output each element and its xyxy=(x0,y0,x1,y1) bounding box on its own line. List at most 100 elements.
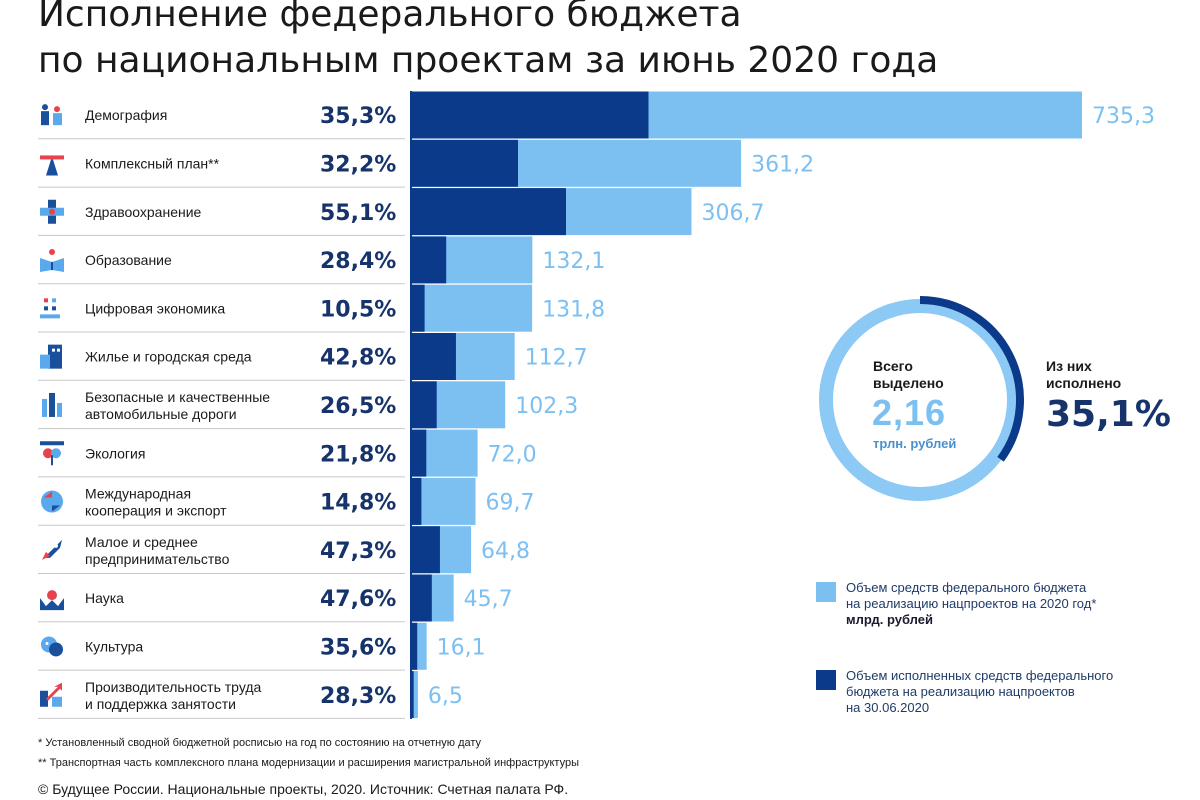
executed-bar xyxy=(412,671,414,719)
allocated-value-label: 102,3 xyxy=(515,394,578,419)
total-value: 2,16 xyxy=(872,392,947,433)
legend-executed-line-3: на 30.06.2020 xyxy=(846,700,930,715)
legend-executed-line-1: Объем исполненных средств федерального xyxy=(846,668,1114,683)
family-icon xyxy=(41,104,62,126)
legend-allocated-line-2: на реализацию нацпроектов на 2020 год* xyxy=(846,596,1097,611)
category-label: Комплексный план** xyxy=(85,155,220,171)
page-title: Исполнение федерального бюджета по нацио… xyxy=(38,0,938,84)
executed-label-line-2: исполнено xyxy=(1046,375,1122,391)
legend-allocated: Объем средств федерального бюджета на ре… xyxy=(816,580,1146,628)
category-label: автомобильные дороги xyxy=(85,406,237,422)
legend-allocated-unit: млрд. рублей xyxy=(846,612,933,627)
legend-swatch-dark xyxy=(816,670,836,690)
category-label: Культура xyxy=(85,638,143,654)
globe-arrows-icon xyxy=(41,490,63,513)
legend-executed-text: Объем исполненных средств федерального б… xyxy=(846,668,1146,716)
category-label: Цифровая экономика xyxy=(85,300,225,316)
category-label: Наука xyxy=(85,590,124,606)
executed-bar xyxy=(412,622,418,670)
allocated-bar xyxy=(412,284,533,332)
allocated-value-label: 64,8 xyxy=(481,539,530,564)
executed-bar xyxy=(412,91,649,139)
category-label: Демография xyxy=(85,107,167,123)
legend-allocated-text: Объем средств федерального бюджета на ре… xyxy=(846,580,1146,628)
allocated-value-label: 306,7 xyxy=(701,201,764,226)
title-line-2: по национальным проектам за июнь 2020 го… xyxy=(38,40,939,81)
footnote-2: ** Транспортная часть комплексного плана… xyxy=(38,757,579,769)
allocated-value-label: 131,8 xyxy=(542,297,605,322)
executed-bar xyxy=(412,381,437,429)
allocated-value-label: 112,7 xyxy=(525,346,588,371)
allocated-value-label: 45,7 xyxy=(464,587,513,612)
masks-icon xyxy=(41,636,63,657)
executed-bar xyxy=(412,477,422,525)
percent-executed-label: 14,8% xyxy=(320,491,396,516)
rocket-icon xyxy=(42,539,62,560)
percent-executed-label: 28,3% xyxy=(320,684,396,709)
percent-executed-label: 47,3% xyxy=(320,539,396,564)
percent-executed-label: 35,3% xyxy=(320,104,396,129)
executed-bar xyxy=(412,574,432,622)
total-label-line-1: Всего xyxy=(873,358,913,374)
category-label: Малое и среднее xyxy=(85,534,198,550)
percent-executed-label: 47,6% xyxy=(320,587,396,612)
atom-hands-icon xyxy=(40,590,64,611)
allocated-value-label: 132,1 xyxy=(542,249,605,274)
total-unit: трлн. рублей xyxy=(873,436,957,451)
digital-grid-icon xyxy=(40,298,60,319)
executed-bar xyxy=(412,429,427,477)
category-label: и поддержка занятости xyxy=(85,696,236,712)
source-line: © Будущее России. Национальные проекты, … xyxy=(38,781,569,797)
allocated-value-label: 735,3 xyxy=(1092,104,1155,129)
building-icon xyxy=(40,344,62,369)
legend-executed-line-2: бюджета на реализацию нацпроектов xyxy=(846,684,1075,699)
category-label: Здравоохранение xyxy=(85,204,202,220)
category-label: Международная xyxy=(85,486,191,502)
total-ring xyxy=(819,299,1021,501)
highway-icon xyxy=(40,155,64,176)
allocated-value-label: 72,0 xyxy=(488,442,537,467)
category-label: Образование xyxy=(85,252,172,268)
executed-arc xyxy=(919,296,1024,462)
legend-swatch-light xyxy=(816,582,836,602)
footnote-1: * Установленный сводной бюджетной роспис… xyxy=(38,737,482,749)
executed-bar xyxy=(412,333,456,380)
category-label: кооперация и экспорт xyxy=(85,503,227,519)
allocated-bar xyxy=(412,671,418,719)
category-label: Безопасные и качественные xyxy=(85,389,270,405)
percent-executed-label: 35,6% xyxy=(320,635,396,660)
axis-line xyxy=(410,91,412,719)
plant-icon xyxy=(40,441,64,466)
legend-allocated-line-1: Объем средств федерального бюджета xyxy=(846,580,1087,595)
road-city-icon xyxy=(42,392,62,417)
allocated-value-label: 361,2 xyxy=(751,152,814,177)
budget-chart: Демография 35,3% 735,3 Комплексный план** 32… xyxy=(38,91,1155,719)
percent-executed-label: 28,4% xyxy=(320,249,396,274)
executed-bar xyxy=(412,188,566,236)
percent-executed-label: 42,8% xyxy=(320,346,396,371)
percent-executed-label: 21,8% xyxy=(320,442,396,467)
executed-bar xyxy=(412,284,425,332)
percent-executed-label: 26,5% xyxy=(320,394,396,419)
executed-bar xyxy=(412,526,440,574)
executed-bar xyxy=(412,236,447,284)
category-label: предпринимательство xyxy=(85,551,230,567)
legend-executed: Объем исполненных средств федерального б… xyxy=(816,668,1146,716)
executed-label-line-1: Из них xyxy=(1046,358,1092,374)
category-label: Экология xyxy=(85,445,145,461)
growth-arrow-icon xyxy=(40,682,62,707)
book-reader-icon xyxy=(40,249,64,273)
executed-value: 35,1% xyxy=(1046,394,1171,435)
category-label: Производительность труда xyxy=(85,679,262,695)
category-label: Жилье и городская среда xyxy=(85,349,252,365)
total-label-line-2: выделено xyxy=(873,375,944,391)
executed-label: Из них исполнено xyxy=(1046,358,1121,392)
percent-executed-label: 55,1% xyxy=(320,201,396,226)
allocated-value-label: 69,7 xyxy=(486,491,535,516)
executed-bar xyxy=(412,139,518,187)
medical-cross-icon xyxy=(40,199,64,224)
percent-executed-label: 10,5% xyxy=(320,297,396,322)
allocated-value-label: 16,1 xyxy=(437,635,486,660)
percent-executed-label: 32,2% xyxy=(320,152,396,177)
title-line-1: Исполнение федерального бюджета xyxy=(38,0,742,35)
